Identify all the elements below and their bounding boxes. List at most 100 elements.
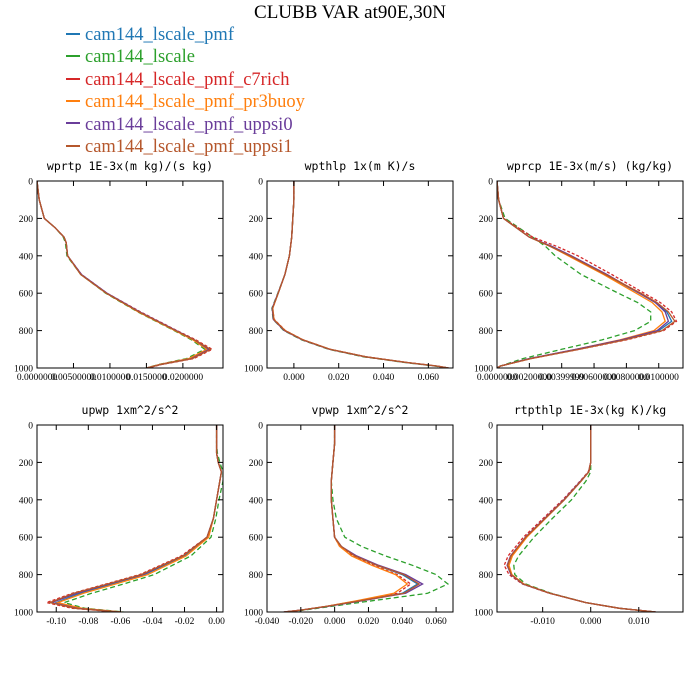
series-line (508, 425, 656, 612)
legend-item: cam144_lscale_pmf_c7rich (66, 69, 305, 91)
series-line (49, 425, 223, 612)
x-tick-label: 0.00200000 (507, 373, 552, 383)
x-tick-label: -0.08 (78, 617, 98, 627)
y-tick-label: 600 (249, 534, 264, 544)
series-line (37, 181, 211, 368)
legend-label: cam144_lscale_pmf_pr3buoy (85, 92, 305, 113)
series-line (272, 181, 449, 368)
series-group (44, 425, 223, 612)
series-line (497, 181, 678, 368)
panel-title: upwp 1xm^2/s^2 (82, 403, 179, 417)
series-line (506, 425, 656, 612)
x-tick-label: 0.00 (208, 617, 225, 627)
x-tick-label: 0.000 (283, 373, 305, 383)
x-tick-label: 0.0150000 (126, 373, 167, 383)
series-line (37, 181, 207, 368)
series-line (507, 425, 656, 612)
series-line (497, 181, 666, 368)
y-tick-label: 800 (479, 327, 494, 337)
series-line (47, 425, 223, 612)
plot-frame (266, 180, 454, 369)
x-tick-label: -0.040 (255, 617, 280, 627)
series-line (54, 425, 223, 612)
series-line (37, 181, 212, 368)
y-tick-label: 400 (19, 496, 34, 506)
legend-swatch (66, 144, 80, 147)
y-tick-label: 200 (249, 459, 264, 469)
panel-4: upwp 1xm^2/s^2 0 200 400 600 800 1000 -0.10 -0.0… (14, 403, 225, 627)
legend-item: cam144_lscale (66, 46, 305, 68)
series-line (37, 181, 210, 368)
series-line (37, 181, 209, 368)
y-tick-label: 1000 (244, 365, 263, 375)
y-tick-label: 1000 (244, 609, 263, 619)
x-tick-label: 0.040 (373, 373, 395, 383)
x-tick-label: -0.04 (143, 617, 163, 627)
legend-label: cam144_lscale_pmf_c7rich (85, 69, 290, 90)
y-tick-label: 800 (19, 571, 34, 581)
legend-item: cam144_lscale_pmf_uppsi0 (66, 114, 305, 136)
panel-5: vpwp 1xm^2/s^2 0 200 400 600 800 1000-0.040 -0.… (244, 403, 454, 627)
y-tick-label: 200 (479, 459, 494, 469)
legend-swatch (66, 55, 80, 58)
x-tick-label: 0.020 (358, 617, 380, 627)
legend-label: cam144_lscale_pmf (85, 25, 234, 45)
legend: cam144_lscale_pmf cam144_lscale cam144_lsc… (66, 24, 305, 158)
panel-1: wprtp 1E-3x(m kg)/(s kg) 0 200 400 600 800 100… (14, 159, 224, 383)
series-line (513, 425, 656, 612)
series-line (62, 425, 223, 612)
x-tick-label: -0.010 (530, 617, 555, 627)
x-tick-label: 0.040 (392, 617, 414, 627)
series-line (271, 181, 449, 368)
y-tick-label: 200 (19, 459, 34, 469)
x-tick-label: -0.10 (46, 617, 66, 627)
x-tick-label: -0.020 (289, 617, 314, 627)
x-tick-label: 0.060 (425, 617, 447, 627)
legend-label: cam144_lscale (85, 47, 195, 68)
y-tick-label: 600 (479, 534, 494, 544)
y-tick-label: 0 (28, 178, 33, 188)
y-tick-label: 0 (258, 178, 263, 188)
plot-frame (36, 424, 224, 613)
x-tick-label: 0.0000000 (477, 373, 518, 383)
y-tick-label: 800 (479, 571, 494, 581)
y-tick-label: 1000 (14, 609, 33, 619)
series-line (283, 425, 412, 612)
y-tick-label: 400 (479, 252, 494, 262)
plot-frame (266, 424, 454, 613)
x-tick-label: 0.0200000 (163, 373, 204, 383)
y-tick-label: 400 (249, 252, 264, 262)
series-line (283, 425, 409, 612)
x-tick-label: -0.02 (175, 617, 195, 627)
panel-title: vpwp 1xm^2/s^2 (312, 403, 409, 417)
y-tick-label: 600 (249, 290, 264, 300)
panel-title: wprcp 1E-3x(m/s) (kg/kg) (507, 159, 673, 173)
series-line (506, 425, 656, 612)
x-tick-label: 0.00800000 (604, 373, 649, 383)
y-tick-label: 1000 (474, 609, 493, 619)
x-tick-label: 0.000 (324, 617, 346, 627)
x-tick-label: -0.06 (110, 617, 130, 627)
x-tick-label: 0.00399999 (539, 373, 584, 383)
panel-title: rtpthlp 1E-3x(kg K)/kg (514, 403, 666, 417)
y-tick-label: 800 (19, 327, 34, 337)
legend-item: cam144_lscale_pmf_pr3buoy (66, 91, 305, 113)
plot-frame (496, 424, 684, 613)
legend-swatch (66, 122, 80, 125)
series-line (271, 181, 449, 368)
y-tick-label: 0 (488, 178, 493, 188)
x-tick-label: 0.00600000 (571, 373, 616, 383)
plot-frame (496, 180, 684, 369)
panel-title: wpthlp 1x(m K)/s (305, 159, 416, 173)
series-group (271, 181, 449, 368)
y-tick-label: 1000 (14, 365, 33, 375)
legend-label: cam144_lscale_pmf_uppsi0 (85, 114, 293, 135)
y-tick-label: 600 (19, 534, 34, 544)
series-line (497, 181, 670, 368)
legend-swatch (66, 32, 80, 35)
y-tick-label: 200 (249, 215, 264, 225)
y-tick-label: 400 (19, 252, 34, 262)
y-tick-label: 1000 (474, 365, 493, 375)
x-tick-label: 0.010 (628, 617, 650, 627)
x-tick-label: 0.0000000 (17, 373, 58, 383)
